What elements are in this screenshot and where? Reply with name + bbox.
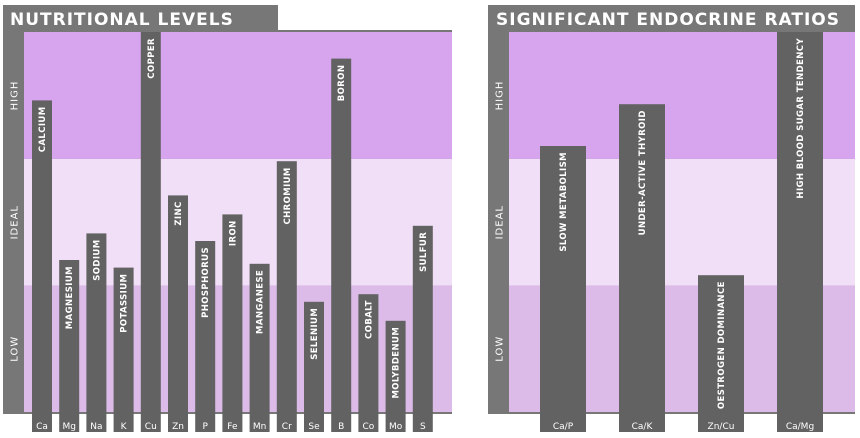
bar-na <box>86 233 107 414</box>
bar-foot-zn <box>168 412 188 432</box>
bar-ca-k <box>619 104 665 414</box>
tick-label-co: Co <box>363 422 375 432</box>
bar-label-b: BORON <box>337 65 347 102</box>
bar-se <box>304 301 324 414</box>
bar-foot-mg <box>59 412 80 432</box>
bar-foot-ca-mg <box>777 412 823 432</box>
bar-foot-ca-k <box>619 412 665 432</box>
level-label-low: LOW <box>495 336 506 362</box>
tick-label-mn: Mn <box>253 422 266 432</box>
bar-foot-cr <box>276 412 297 432</box>
bar-foot-b <box>331 412 352 432</box>
bar-ca-mg <box>777 32 823 414</box>
bar-mn <box>249 263 270 414</box>
bar-label-mo: MOLYBDENUM <box>392 327 402 399</box>
tick-label-ca: Ca <box>36 422 48 432</box>
tick-label-p: P <box>202 422 208 432</box>
bar-label-na: SODIUM <box>92 239 102 280</box>
bar-foot-fe <box>222 412 243 432</box>
bar-foot-p <box>195 412 216 432</box>
tick-label-zn: Zn <box>172 422 184 432</box>
level-label-low: LOW <box>10 336 21 362</box>
band-high <box>24 32 452 159</box>
bar-label-ca-k: UNDER-ACTIVE THYROID <box>638 110 648 235</box>
bar-foot-mo <box>385 412 406 432</box>
tick-label-b: B <box>338 422 344 432</box>
bar-co <box>358 294 379 414</box>
bar-fe <box>222 214 243 414</box>
tick-label-mo: Mo <box>389 422 403 432</box>
bar-label-se: SELENIUM <box>310 308 320 360</box>
bar-zn-cu <box>698 275 744 414</box>
bar-foot-se <box>304 412 324 432</box>
bar-label-fe: IRON <box>228 220 238 246</box>
bar-label-ca: CALCIUM <box>38 106 48 152</box>
bar-mo <box>385 320 406 414</box>
bar-cu <box>140 32 161 414</box>
bar-label-s: SULFUR <box>419 232 429 272</box>
bar-foot-ca-p <box>540 412 586 432</box>
bar-cr <box>276 161 297 414</box>
bar-k <box>113 267 134 414</box>
tick-label-s: S <box>420 422 426 432</box>
bar-label-k: POTASSIUM <box>120 274 130 333</box>
bar-label-mg: MAGNESIUM <box>65 266 75 329</box>
bar-label-cu: COPPER <box>147 38 157 79</box>
tick-label-zn-cu: Zn/Cu <box>708 422 735 432</box>
nutritional-levels-panel: NUTRITIONAL LEVELS LOW IDEAL HIGH CALCIUM Ca M… <box>3 5 452 432</box>
endocrine-ratios-panel: SIGNIFICANT ENDOCRINE RATIOS LOW IDEAL HIGH… <box>488 5 855 432</box>
bar-b <box>331 58 352 414</box>
bar-mg <box>59 260 80 414</box>
level-label-high: HIGH <box>495 81 506 111</box>
bar-foot-k <box>113 412 134 432</box>
tick-label-ca-k: Ca/K <box>632 422 654 432</box>
chart-title: NUTRITIONAL LEVELS <box>10 10 234 30</box>
bar-label-zn: ZINC <box>174 201 184 225</box>
tick-label-ca-mg: Ca/Mg <box>786 422 814 432</box>
bar-label-ca-mg: HIGH BLOOD SUGAR TENDENCY <box>796 38 806 199</box>
bar-label-co: COBALT <box>364 300 374 339</box>
bar-zn <box>168 195 188 414</box>
bar-ca-p <box>540 146 586 414</box>
tick-label-mg: Mg <box>62 422 75 432</box>
level-label-high: HIGH <box>10 81 21 111</box>
bar-s <box>412 225 433 414</box>
title-bar <box>3 5 278 30</box>
tick-label-cu: Cu <box>145 422 157 432</box>
bar-foot-co <box>358 412 379 432</box>
chart-title: SIGNIFICANT ENDOCRINE RATIOS <box>496 10 840 30</box>
tick-label-se: Se <box>308 422 320 432</box>
tick-label-na: Na <box>90 422 102 432</box>
tick-label-k: K <box>121 422 128 432</box>
tick-label-ca-p: Ca/P <box>553 422 574 432</box>
bar-label-zn-cu: OESTROGEN DOMINANCE <box>717 281 727 409</box>
tick-label-fe: Fe <box>227 422 238 432</box>
bar-foot-zn-cu <box>698 412 744 432</box>
bar-foot-ca <box>32 412 52 432</box>
level-label-ideal: IDEAL <box>10 205 21 239</box>
bar-foot-cu <box>140 412 161 432</box>
bar-label-p: PHOSPHORUS <box>201 247 211 318</box>
title-bar <box>488 5 855 30</box>
tick-label-cr: Cr <box>282 422 292 432</box>
bar-ca <box>32 100 52 415</box>
level-label-ideal: IDEAL <box>495 205 506 239</box>
bar-foot-na <box>86 412 107 432</box>
bar-p <box>195 241 216 414</box>
bar-foot-mn <box>249 412 270 432</box>
bar-label-mn: MANGANESE <box>256 270 266 334</box>
bar-foot-s <box>412 412 433 432</box>
bar-label-ca-p: SLOW METABOLISM <box>559 152 569 252</box>
bar-label-cr: CHROMIUM <box>283 167 293 224</box>
